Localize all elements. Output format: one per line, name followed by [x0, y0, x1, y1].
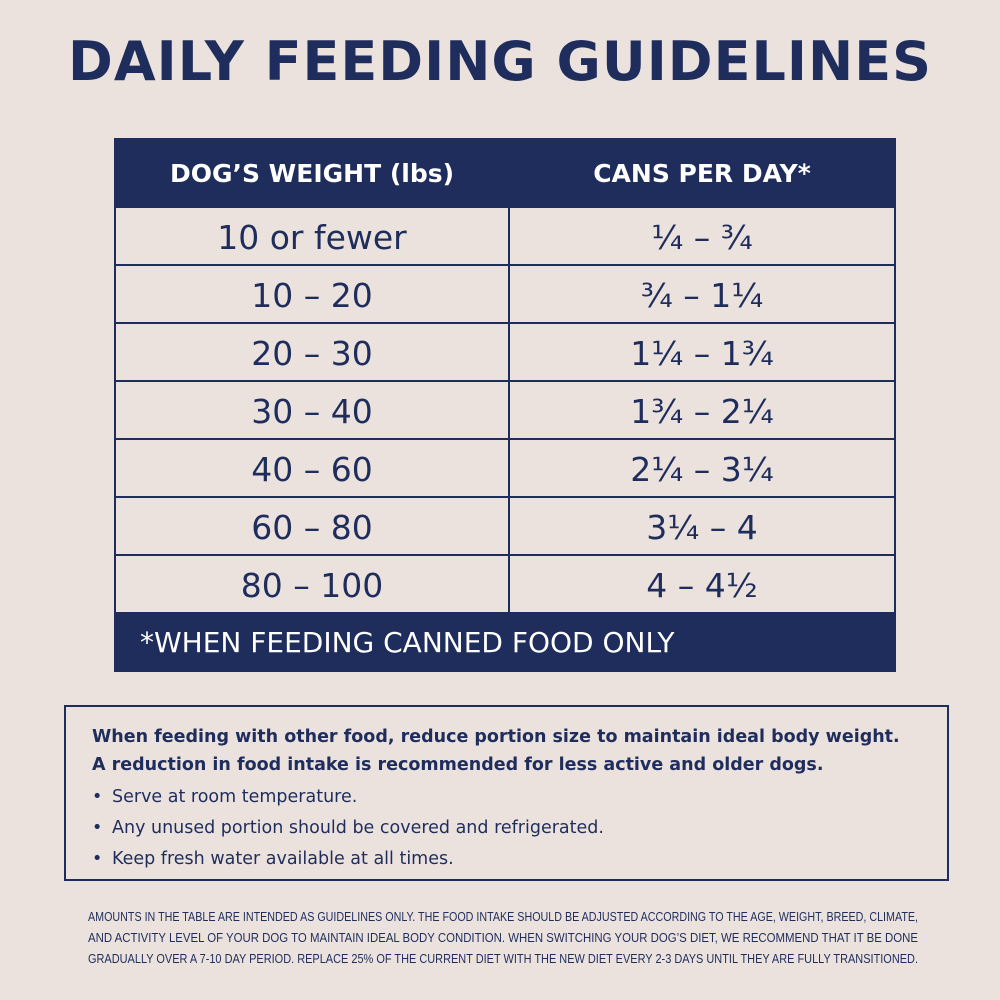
- table-row: 60 – 80 3¼ – 4: [116, 498, 894, 556]
- cans-cell: ¼ – ¾: [651, 218, 753, 257]
- bullet-item: Keep fresh water available at all times.: [92, 844, 947, 875]
- table-row: 30 – 40 1¾ – 2¼: [116, 382, 894, 440]
- bullet-item: Any unused portion should be covered and…: [92, 813, 947, 844]
- table-row: 80 – 100 4 – 4½: [116, 556, 894, 614]
- disclaimer-line: AND ACTIVITY LEVEL OF YOUR DOG TO MAINTA…: [88, 930, 918, 945]
- bullet-item: Serve at room temperature.: [92, 782, 947, 813]
- weight-cell: 30 – 40: [251, 392, 373, 431]
- column-divider: [508, 140, 510, 614]
- disclaimer-line: GRADUALLY OVER A 7-10 DAY PERIOD. REPLAC…: [88, 951, 918, 966]
- note-text: A reduction in food intake is recommende…: [92, 755, 824, 775]
- cans-cell: 1¼ – 1¾: [630, 334, 774, 373]
- weight-cell: 20 – 30: [251, 334, 373, 373]
- table-header: DOG’S WEIGHT (lbs) CANS PER DAY*: [116, 140, 894, 208]
- weight-cell: 60 – 80: [251, 508, 373, 547]
- cans-cell: ¾ – 1¼: [640, 276, 764, 315]
- weight-cell: 10 – 20: [251, 276, 373, 315]
- cans-cell: 3¼ – 4: [646, 508, 758, 547]
- feeding-table: DOG’S WEIGHT (lbs) CANS PER DAY* 10 or f…: [114, 138, 896, 672]
- header-cell: DOG’S WEIGHT (lbs): [169, 159, 455, 188]
- table-footnote: *WHEN FEEDING CANNED FOOD ONLY: [116, 614, 894, 670]
- cans-cell: 1¾ – 2¼: [630, 392, 774, 431]
- weight-cell: 10 or fewer: [217, 218, 407, 257]
- note-text: When feeding with other food, reduce por…: [92, 727, 900, 747]
- cans-cell: 2¼ – 3¼: [630, 450, 774, 489]
- table-row: 20 – 30 1¼ – 1¾: [116, 324, 894, 382]
- disclaimer-line: AMOUNTS IN THE TABLE ARE INTENDED AS GUI…: [88, 909, 918, 924]
- table-row: 10 or fewer ¼ – ¾: [116, 208, 894, 266]
- notes-box: When feeding with other food, reduce por…: [64, 705, 949, 881]
- table-row: 10 – 20 ¾ – 1¼: [116, 266, 894, 324]
- table-row: 40 – 60 2¼ – 3¼: [116, 440, 894, 498]
- cans-cell: 4 – 4½: [646, 566, 758, 605]
- weight-cell: 40 – 60: [251, 450, 373, 489]
- disclaimer: AMOUNTS IN THE TABLE ARE INTENDED AS GUI…: [88, 909, 918, 966]
- weight-cell: 80 – 100: [240, 566, 384, 605]
- header-cell: CANS PER DAY*: [593, 159, 811, 188]
- title: DAILY FEEDING GUIDELINES: [68, 30, 932, 93]
